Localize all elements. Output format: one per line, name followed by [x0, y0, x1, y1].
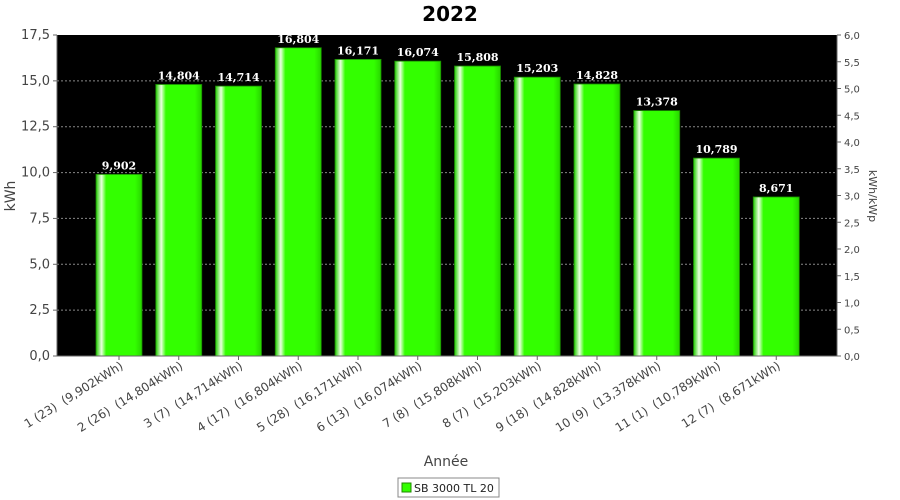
x-tick-label: 2 (26) (14,804kWh) [75, 359, 185, 435]
x-tick-label: 10 (9) (13,378kWh) [553, 359, 663, 435]
bar-value-label: 10,789 [695, 143, 737, 156]
x-tick-label: 12 (7) (8,671kWh) [679, 359, 783, 431]
x-tick-label: 1 (23) (9,902kWh) [22, 359, 126, 431]
y2-tick-label: 4,5 [844, 111, 860, 122]
x-tick-label: 8 (7) (15,203kWh) [440, 359, 544, 431]
x-tick-label: 6 (13) (16,074kWh) [314, 359, 424, 435]
bar [155, 84, 203, 357]
y2-tick-label: 5,5 [844, 58, 860, 69]
bar-value-label: 16,171 [337, 44, 379, 57]
y2-tick-label: 3,0 [844, 192, 860, 203]
x-tick-label: 3 (7) (14,714kWh) [141, 359, 245, 431]
bar [752, 196, 800, 357]
y-tick-label: 10,0 [21, 166, 50, 181]
legend-label: SB 3000 TL 20 [414, 482, 494, 495]
bar [95, 173, 143, 357]
bars: 9,902 14,804 14,714 16,804 16,171 16,074 15,80… [95, 33, 800, 357]
bar [215, 85, 262, 357]
y-tick-label: 17,5 [21, 28, 50, 43]
bar-value-label: 15,203 [516, 62, 558, 75]
bar [693, 157, 740, 357]
y-tick-label: 2,5 [29, 303, 50, 318]
x-tick-label: 4 (17) (16,804kWh) [194, 359, 304, 435]
bar-value-label: 16,804 [277, 33, 319, 46]
legend-swatch [401, 482, 412, 493]
bar-value-label: 14,804 [158, 69, 200, 82]
x-tick-label: 5 (28) (16,171kWh) [254, 359, 364, 435]
bar-value-label: 9,902 [102, 159, 136, 172]
bar [633, 110, 681, 357]
bar-value-label: 13,378 [636, 96, 678, 109]
bar-value-label: 16,074 [397, 46, 439, 59]
bar-value-label: 8,671 [759, 182, 793, 195]
x-tick-label: 7 (8) (15,808kWh) [380, 359, 484, 431]
y2-tick-label: 2,0 [844, 245, 860, 256]
y2-tick-label: 3,5 [844, 165, 860, 176]
y2-tick-label: 6,0 [844, 31, 860, 42]
y-tick-label: 5,0 [29, 257, 50, 272]
y-tick-label: 7,5 [29, 211, 50, 226]
bar-value-label: 14,828 [576, 69, 618, 82]
bar-value-label: 14,714 [217, 71, 259, 84]
bar [454, 65, 501, 357]
bar [334, 58, 382, 357]
x-axis-title: Année [424, 454, 469, 470]
y-tick-label: 15,0 [21, 74, 50, 89]
x-tick-label: 9 (18) (14,828kWh) [493, 359, 603, 435]
y2-tick-label: 0,0 [844, 352, 860, 363]
bar [394, 60, 442, 357]
legend: SB 3000 TL 20 [397, 477, 500, 498]
y-tick-label: 0,0 [29, 349, 50, 364]
bar [274, 47, 322, 357]
y2-tick-label: 2,5 [844, 218, 860, 229]
y2-tick-label: 1,5 [844, 272, 860, 283]
y-axis-title: kWh [3, 181, 19, 212]
bar [573, 83, 621, 357]
bar-value-label: 15,808 [456, 51, 498, 64]
y-tick-label: 12,5 [21, 120, 50, 135]
y2-tick-label: 1,0 [844, 299, 860, 310]
y2-tick-label: 0,5 [844, 325, 860, 336]
y2-tick-label: 4,0 [844, 138, 860, 149]
chart-title: 2022 [422, 2, 478, 26]
y2-axis-title: kWh/kWp [866, 170, 879, 222]
legend-box [397, 477, 500, 498]
bar [513, 76, 561, 357]
y2-tick-label: 5,0 [844, 85, 860, 96]
x-tick-label: 11 (1) (10,789kWh) [613, 359, 723, 435]
